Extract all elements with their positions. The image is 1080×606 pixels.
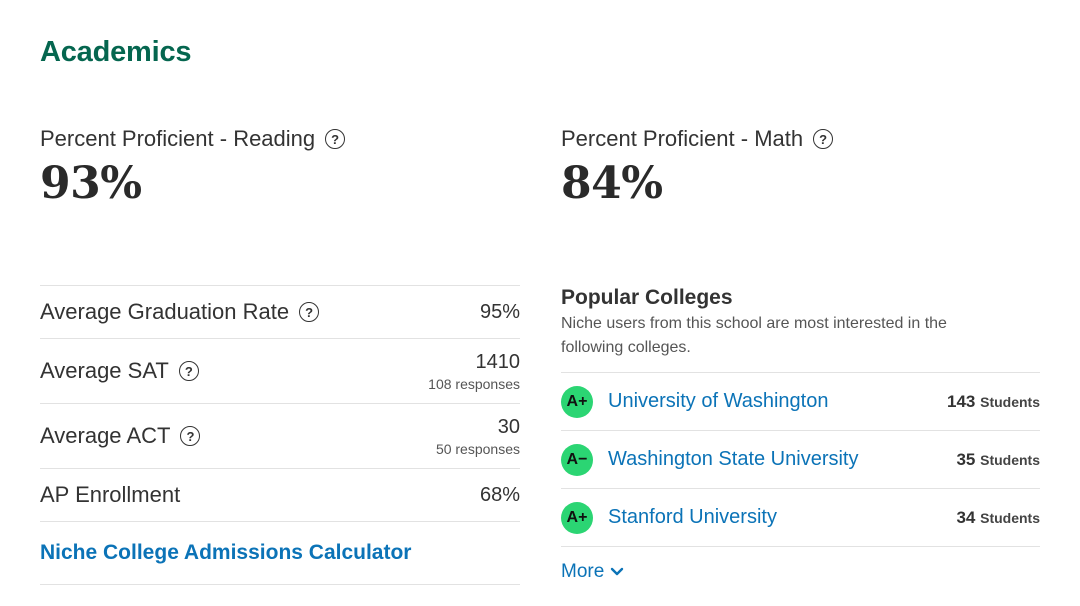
graduation-label: Average Graduation Rate: [40, 299, 290, 324]
college-student-count: 34 Students: [956, 508, 1040, 528]
student-count-number: 143: [947, 391, 976, 411]
student-count-number: 34: [956, 507, 976, 527]
student-count-number: 35: [956, 449, 976, 469]
ap-label: AP Enrollment: [40, 482, 181, 507]
college-link[interactable]: Stanford University: [608, 506, 777, 528]
grade-badge: A+: [561, 501, 593, 534]
help-icon[interactable]: ?: [180, 426, 201, 446]
stat-row-graduation: Average Graduation Rate ? 95%: [40, 285, 520, 338]
stat-row-sat: Average SAT ? 1410 108 responses: [40, 338, 520, 403]
college-link[interactable]: Washington State University: [608, 448, 859, 470]
reading-proficiency-value: 93%: [40, 158, 142, 209]
math-proficiency-value: 84%: [561, 158, 663, 209]
help-icon[interactable]: ?: [299, 302, 320, 322]
college-student-count: 143 Students: [947, 392, 1040, 412]
popular-colleges-title: Popular Colleges: [561, 286, 733, 309]
grade-badge: A+: [561, 385, 593, 418]
stat-row-ap: AP Enrollment 68%: [40, 468, 520, 521]
student-count-unit: Students: [980, 393, 1040, 410]
reading-proficiency: Percent Proficient - Reading ? 93%: [40, 126, 346, 209]
math-proficiency: Percent Proficient - Math ? 84%: [561, 126, 834, 209]
college-student-count: 35 Students: [956, 450, 1040, 470]
help-icon[interactable]: ?: [178, 361, 199, 381]
stat-row-act: Average ACT ? 30 50 responses: [40, 403, 520, 468]
help-icon[interactable]: ?: [813, 129, 834, 149]
calculator-row: Niche College Admissions Calculator: [40, 521, 520, 585]
graduation-value: 95%: [479, 300, 520, 323]
more-label: More: [561, 561, 605, 582]
student-count-unit: Students: [980, 509, 1040, 526]
college-row: A+ University of Washington 143 Students: [561, 373, 1040, 431]
sat-label: Average SAT: [40, 358, 169, 383]
sat-value: 1410: [475, 350, 521, 373]
act-responses: 50 responses: [435, 440, 520, 457]
stats-list: Average Graduation Rate ? 95% Average SA…: [40, 285, 520, 585]
grade-badge: A−: [561, 443, 593, 476]
act-label: Average ACT: [40, 423, 171, 448]
section-title: Academics: [40, 36, 192, 68]
admissions-calculator-link[interactable]: Niche College Admissions Calculator: [40, 541, 412, 564]
help-icon[interactable]: ?: [325, 129, 346, 149]
college-link[interactable]: University of Washington: [608, 390, 829, 412]
popular-colleges-description: Niche users from this school are most in…: [561, 315, 947, 356]
math-proficiency-label: Percent Proficient - Math: [561, 126, 804, 151]
act-value: 30: [497, 415, 520, 438]
college-row: A− Washington State University 35 Studen…: [561, 431, 1040, 489]
college-row: A+ Stanford University 34 Students: [561, 489, 1040, 547]
college-list: A+ University of Washington 143 Students…: [561, 372, 1040, 547]
chevron-down-icon: [611, 567, 624, 576]
more-button[interactable]: More: [561, 561, 624, 583]
popular-colleges: Popular Colleges Niche users from this s…: [561, 286, 1040, 583]
student-count-unit: Students: [980, 451, 1040, 468]
ap-value: 68%: [479, 483, 520, 506]
reading-proficiency-label: Percent Proficient - Reading: [40, 126, 316, 151]
sat-responses: 108 responses: [428, 375, 520, 392]
